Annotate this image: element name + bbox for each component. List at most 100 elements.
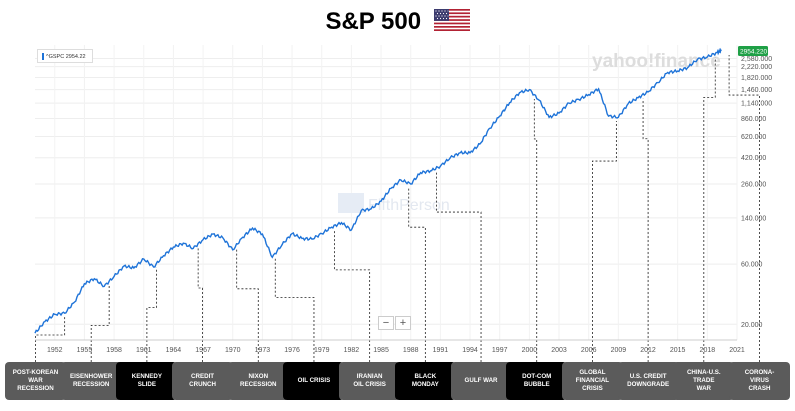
event-label-line: BUBBLE bbox=[523, 381, 550, 388]
event-box: CREDIT CRUNCH bbox=[172, 362, 234, 400]
event-box: POST-KOREAN WAR RECESSION bbox=[5, 362, 66, 400]
x-tick-label: 1964 bbox=[166, 347, 182, 354]
event-label: CORONA- VIRUS CRASH bbox=[745, 369, 775, 393]
x-tick-label: 1952 bbox=[47, 347, 63, 354]
y-tick-label: 260.000 bbox=[741, 181, 766, 188]
event-label-line: FINANCIAL bbox=[575, 377, 610, 384]
event-box: GULF WAR bbox=[450, 362, 512, 400]
event-label: GULF WAR bbox=[465, 377, 498, 385]
x-tick-label: 1967 bbox=[195, 347, 211, 354]
event-connector bbox=[236, 248, 259, 362]
fifthperson-logo-icon bbox=[338, 193, 364, 213]
event-box: KENNEDY SLIDE bbox=[116, 362, 178, 400]
sp500-series-line bbox=[34, 47, 722, 334]
event-connector bbox=[728, 55, 760, 362]
series-color-marker bbox=[42, 53, 44, 61]
event-label-line: WAR bbox=[696, 385, 712, 392]
event-connector bbox=[90, 285, 110, 362]
x-axis: 1952 1955 1958 1961 1964 1967 1970 1973 1976 1979… bbox=[35, 339, 745, 354]
x-tick-label: 2006 bbox=[581, 347, 597, 354]
event-label-line: CRUNCH bbox=[189, 381, 216, 388]
event-label-line: RECESSION bbox=[72, 381, 110, 388]
event-label: OIL CRISIS bbox=[298, 377, 331, 385]
event-label: KENNEDY SLIDE bbox=[132, 373, 162, 389]
event-label: DOT-COM BUBBLE bbox=[522, 373, 551, 389]
event-connector bbox=[334, 229, 371, 362]
x-tick-label: 2021 bbox=[729, 347, 745, 354]
event-box: EISENHOWER RECESSION bbox=[60, 362, 122, 400]
y-tick-label: 420.000 bbox=[741, 155, 766, 162]
x-tick-label: 2003 bbox=[551, 347, 567, 354]
x-tick-label: 1994 bbox=[462, 347, 478, 354]
event-label: GLOBAL FINANCIAL CRISIS bbox=[576, 369, 609, 393]
event-label: U.S. CREDIT DOWNGRADE bbox=[627, 373, 669, 389]
y-tick-label: 60.000 bbox=[741, 262, 763, 269]
event-label-line: CRISIS bbox=[582, 385, 603, 392]
event-label-line: CRASH bbox=[748, 385, 771, 392]
event-box: CORONA- VIRUS CRASH bbox=[729, 362, 790, 400]
x-tick-label: 2018 bbox=[700, 347, 716, 354]
x-tick-label: 1982 bbox=[344, 347, 360, 354]
event-label-line: CORONA- bbox=[744, 369, 775, 376]
y-tick-label: 2,220.000 bbox=[741, 64, 772, 71]
event-label-line: MONDAY bbox=[411, 381, 439, 388]
event-boxes: POST-KOREAN WAR RECESSION EISENHOWER RECESSI… bbox=[0, 362, 795, 402]
us-flag-icon bbox=[433, 8, 470, 36]
x-tick-label: 1991 bbox=[433, 347, 449, 354]
event-connector bbox=[703, 57, 716, 362]
y-tick-label: 2,580.000 bbox=[741, 56, 772, 63]
event-label: EISENHOWER RECESSION bbox=[70, 373, 112, 389]
x-tick-label: 1979 bbox=[314, 347, 330, 354]
event-box: CHINA-U.S. TRADE WAR bbox=[673, 362, 735, 400]
event-box: U.S. CREDIT DOWNGRADE bbox=[617, 362, 679, 400]
event-label: CHINA-U.S. TRADE WAR bbox=[687, 369, 721, 393]
event-label-line: RECESSION bbox=[17, 385, 54, 392]
x-tick-label: 1988 bbox=[403, 347, 419, 354]
x-tick-label: 1997 bbox=[492, 347, 508, 354]
price-tag-box bbox=[738, 46, 768, 57]
y-tick-label: 20.000 bbox=[741, 322, 763, 329]
event-label-line: U.S. CREDIT bbox=[629, 373, 667, 380]
event-label: IRANIAN OIL CRISIS bbox=[353, 373, 386, 389]
event-label-line: IRANIAN bbox=[356, 373, 383, 380]
event-label-line: SLIDE bbox=[137, 381, 156, 388]
event-connectors bbox=[35, 55, 760, 362]
x-tick-label: 1961 bbox=[136, 347, 152, 354]
zoom-out-button[interactable]: − bbox=[378, 316, 394, 330]
event-label: NIXON RECESSION bbox=[240, 373, 276, 389]
y-tick-label: 620.000 bbox=[741, 134, 766, 141]
y-tick-label: 140.000 bbox=[741, 215, 766, 222]
event-label-line: WAR bbox=[28, 377, 43, 384]
x-tick-label: 2015 bbox=[670, 347, 686, 354]
price-tag: 2954.220 bbox=[738, 46, 768, 57]
price-tag-label: 2954.220 bbox=[740, 49, 767, 56]
x-tick-label: 2009 bbox=[611, 347, 627, 354]
grid bbox=[35, 45, 738, 340]
event-connector bbox=[592, 121, 617, 362]
y-tick-label: 1,460.000 bbox=[741, 87, 772, 94]
event-box: GLOBAL FINANCIAL CRISIS bbox=[561, 362, 623, 400]
x-tick-label: 1958 bbox=[106, 347, 122, 354]
event-connector bbox=[642, 98, 649, 362]
event-label-line: NIXON bbox=[248, 373, 269, 380]
event-box: BLACK MONDAY bbox=[394, 362, 456, 400]
x-tick-label: 1976 bbox=[284, 347, 300, 354]
ticker-legend: ^GSPC 2954.22 bbox=[37, 49, 93, 63]
chart-title: S&P 500 bbox=[325, 8, 422, 35]
event-label: CREDIT CRUNCH bbox=[189, 373, 216, 389]
event-label: POST-KOREAN WAR RECESSION bbox=[13, 369, 58, 393]
x-tick-label: 2000 bbox=[522, 347, 538, 354]
x-tick-label: 1955 bbox=[77, 347, 93, 354]
event-label-line: GULF WAR bbox=[464, 377, 498, 384]
yahoo-watermark: yahoo!finance bbox=[592, 51, 721, 72]
event-box: NIXON RECESSION bbox=[227, 362, 289, 400]
zoom-in-button[interactable]: + bbox=[395, 316, 411, 330]
event-label-line: KENNEDY bbox=[131, 373, 162, 380]
x-tick-label: 1970 bbox=[225, 347, 241, 354]
event-connector bbox=[436, 172, 482, 362]
event-label-line: DOWNGRADE bbox=[627, 381, 670, 388]
event-label-line: OIL CRISIS bbox=[353, 381, 386, 388]
y-tick-label: 1,820.000 bbox=[741, 75, 772, 82]
